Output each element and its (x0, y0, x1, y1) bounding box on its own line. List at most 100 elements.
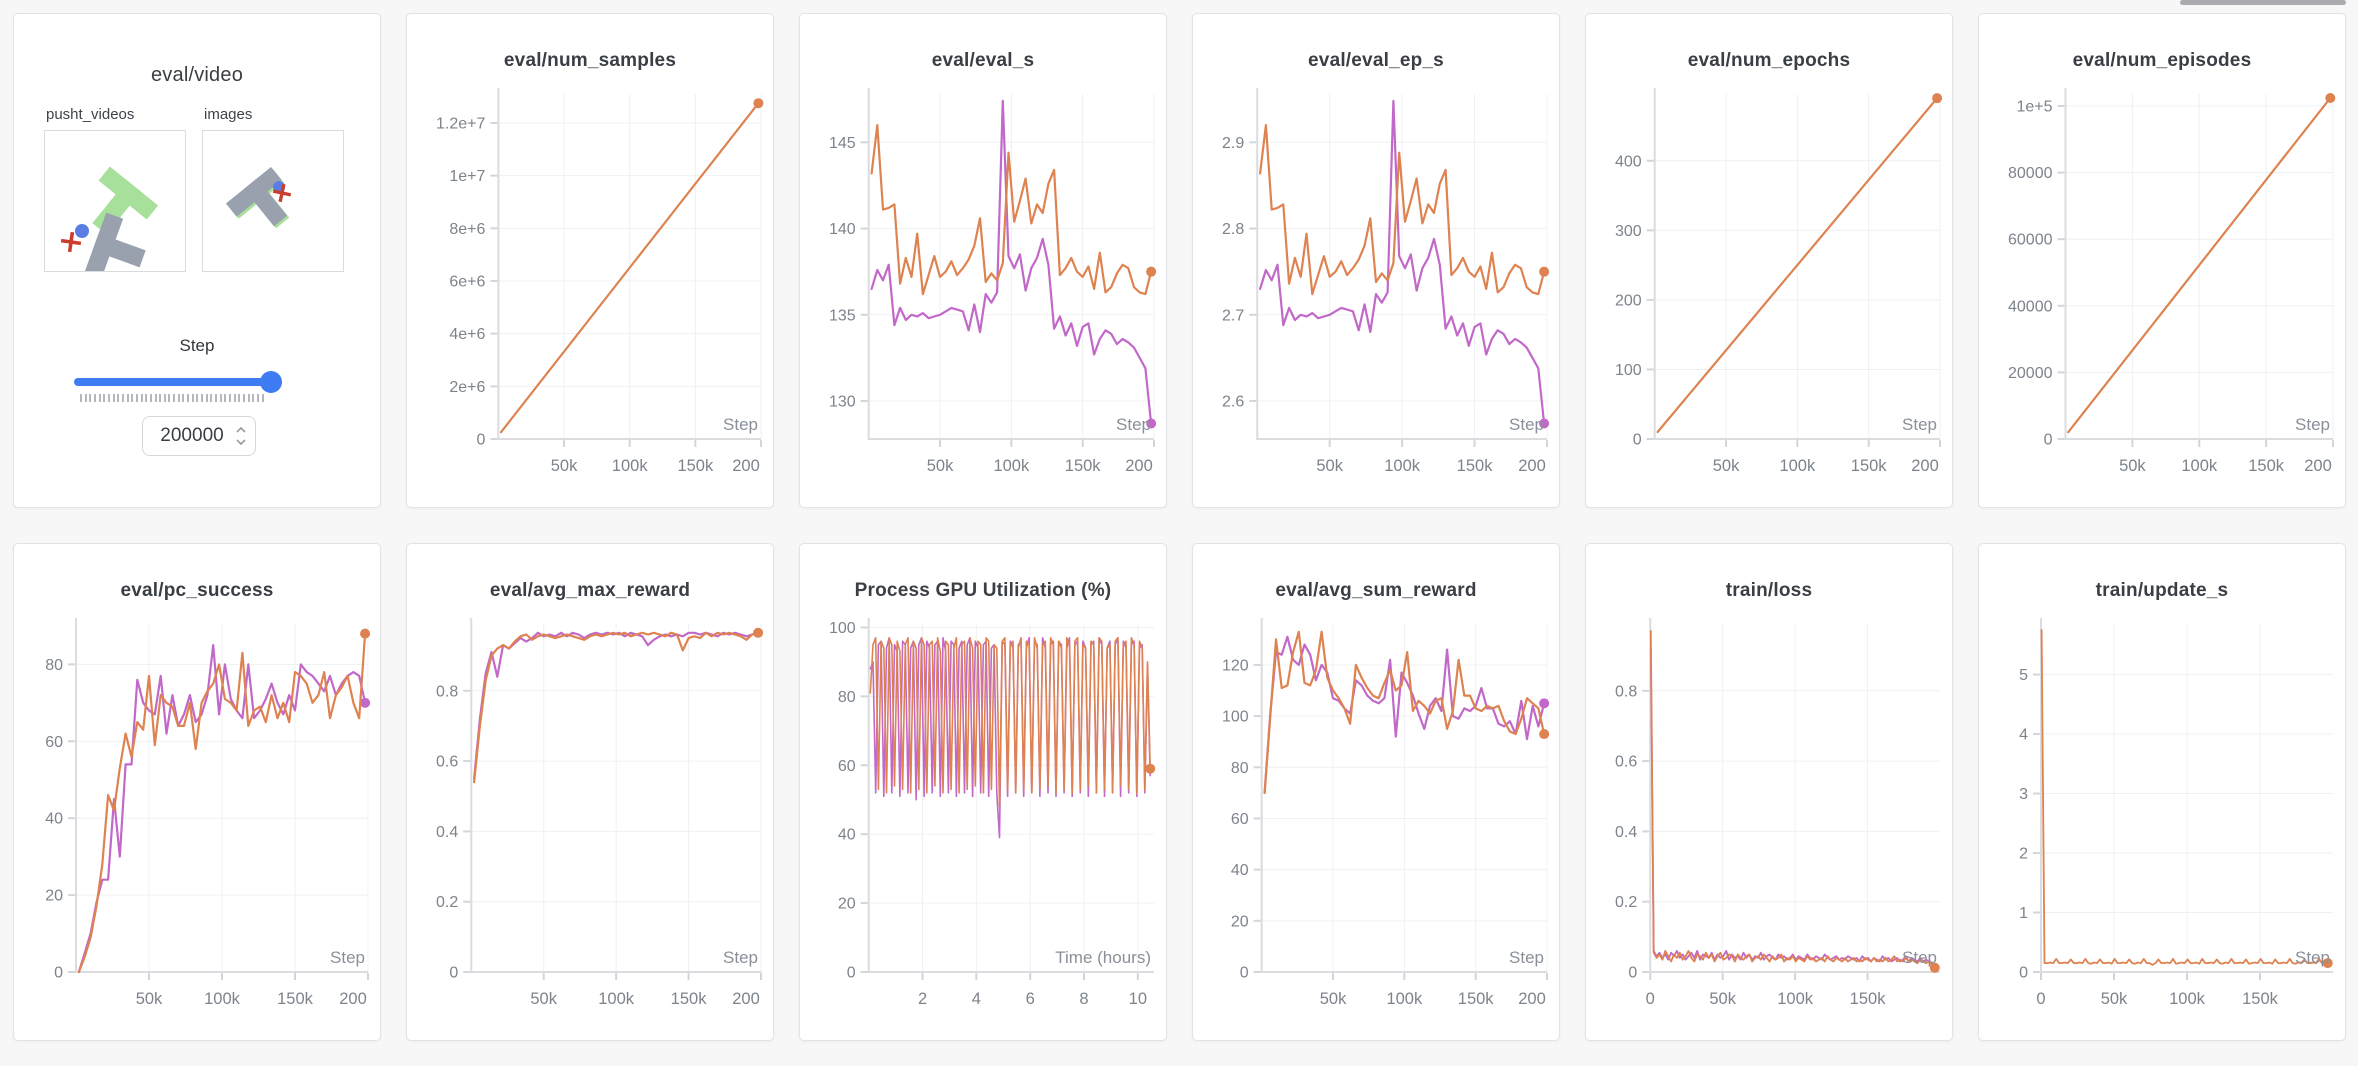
svg-text:100: 100 (1222, 709, 1249, 726)
chart-plot[interactable]: 50k 100k 150k 200 0 0.2 0.4 0.6 0.8 Step (407, 544, 773, 1040)
svg-text:2: 2 (2019, 846, 2028, 863)
svg-text:0: 0 (847, 965, 856, 982)
chart-title: eval/num_epochs (1687, 50, 1851, 71)
svg-text:40: 40 (1231, 862, 1249, 879)
svg-text:50k: 50k (1316, 457, 1343, 475)
svg-text:6: 6 (1026, 990, 1035, 1008)
svg-text:2.9: 2.9 (1222, 135, 1244, 152)
panel-eval-avg-max-reward: eval/avg_max_reward 50k 100k 150k 200 0 0.2 0.… (406, 543, 774, 1041)
svg-text:200: 200 (2304, 457, 2332, 475)
chart-plot[interactable]: 50k 100k 150k 200 0 2e+6 4e+6 6e+6 8e+6 1e+7 1.2e+… (407, 14, 773, 507)
chart-plot[interactable]: 50k 100k 150k 200 0 20000 40000 60000 80000 1e+5 S… (1979, 14, 2345, 507)
svg-text:20000: 20000 (2008, 365, 2053, 382)
svg-text:400: 400 (1615, 153, 1642, 170)
chart-plot[interactable]: 50k 100k 150k 200 0 100 200 300 400 Step (1586, 14, 1952, 507)
panel-grid: eval/video pusht_videos images (13, 13, 2346, 1041)
target-cross (272, 183, 292, 203)
panel-eval-num-samples: eval/num_samples 50k 100k 150k 200 0 2e+6 4e+6… (406, 13, 774, 508)
svg-text:3: 3 (2019, 786, 2028, 803)
svg-text:100k: 100k (2169, 990, 2206, 1008)
images-thumbnail[interactable] (202, 130, 344, 272)
svg-text:200: 200 (1518, 457, 1546, 475)
svg-text:50k: 50k (1320, 990, 1347, 1008)
chart-plot[interactable]: 2 4 6 8 10 0 20 40 60 80 100 Time (hours) (800, 544, 1166, 1040)
chart-title: eval/pc_success (120, 580, 274, 601)
step-slider[interactable] (74, 378, 282, 386)
svg-text:Step: Step (1509, 415, 1544, 434)
svg-text:0.4: 0.4 (436, 824, 458, 841)
svg-text:100k: 100k (1386, 990, 1423, 1008)
chart-title: train/loss (1725, 580, 1813, 601)
svg-text:Step: Step (723, 948, 758, 967)
svg-text:Step: Step (1902, 948, 1937, 967)
svg-text:50k: 50k (551, 457, 578, 475)
panel-gpu-utilization: Process GPU Utilization (%) 2 4 6 8 10 0 20 40 6… (799, 543, 1167, 1041)
svg-text:135: 135 (829, 307, 856, 324)
agent-dot (75, 224, 89, 238)
svg-text:200: 200 (1518, 990, 1546, 1008)
svg-text:0: 0 (54, 965, 63, 982)
svg-text:130: 130 (829, 394, 856, 411)
panel-eval-num-episodes: eval/num_episodes 50k 100k 150k 200 0 20000 40… (1978, 13, 2346, 508)
svg-text:50k: 50k (2119, 457, 2146, 475)
chart-title: train/update_s (2095, 580, 2229, 601)
svg-text:100k: 100k (204, 990, 241, 1008)
stepper-chevrons-icon[interactable] (235, 425, 247, 447)
svg-text:0.2: 0.2 (436, 894, 458, 911)
gray-t-shape (225, 167, 288, 227)
svg-text:Step: Step (330, 948, 365, 967)
svg-text:40: 40 (45, 811, 63, 828)
svg-text:40: 40 (838, 827, 856, 844)
panel-train-loss: train/loss 0 50k 100k 150k 0 0.2 0.4 0.6 0.8 Step (1585, 543, 1953, 1041)
svg-text:0.4: 0.4 (1615, 824, 1637, 841)
chart-title: eval/num_samples (503, 50, 677, 71)
svg-text:150k: 150k (1457, 457, 1494, 475)
svg-text:150k: 150k (2242, 990, 2279, 1008)
svg-text:145: 145 (829, 135, 856, 152)
svg-text:8: 8 (1079, 990, 1088, 1008)
svg-text:Step: Step (723, 415, 758, 434)
step-input[interactable] (142, 416, 256, 456)
chart-plot[interactable]: 50k 100k 150k 200 0 20 40 60 80 Step (14, 544, 380, 1040)
images-label: images (204, 106, 253, 123)
chart-plot[interactable]: 50k 100k 150k 200 0 20 40 60 80 100 120 Step (1193, 544, 1559, 1040)
svg-text:2.8: 2.8 (1222, 221, 1244, 238)
chart-plot[interactable]: 0 50k 100k 150k 0 1 2 3 4 5 Step (1979, 544, 2345, 1040)
svg-text:150k: 150k (1850, 990, 1887, 1008)
svg-text:0: 0 (1628, 965, 1637, 982)
svg-text:1: 1 (2019, 905, 2028, 922)
chart-plot[interactable]: 50k 100k 150k 200 130 135 140 145 Step (800, 14, 1166, 507)
svg-text:1e+5: 1e+5 (2016, 98, 2052, 115)
pusht-video-frame (60, 166, 159, 278)
svg-text:200: 200 (732, 457, 760, 475)
svg-text:60: 60 (45, 734, 63, 751)
svg-text:0.8: 0.8 (436, 683, 458, 700)
step-slider-label: Step (179, 336, 215, 355)
svg-text:100k: 100k (1384, 457, 1421, 475)
chart-plot[interactable]: 50k 100k 150k 200 2.6 2.7 2.8 2.9 Step (1193, 14, 1559, 507)
svg-text:20: 20 (838, 896, 856, 913)
step-slider-thumb[interactable] (260, 371, 282, 393)
svg-text:50k: 50k (2101, 990, 2128, 1008)
svg-text:4e+6: 4e+6 (449, 326, 485, 343)
chart-title: eval/avg_sum_reward (1275, 580, 1477, 601)
svg-text:50k: 50k (136, 990, 163, 1008)
svg-text:100: 100 (829, 620, 856, 637)
svg-text:0.6: 0.6 (1615, 754, 1637, 771)
svg-text:Step: Step (1509, 948, 1544, 967)
svg-text:150k: 150k (2248, 457, 2285, 475)
chart-plot[interactable]: 0 50k 100k 150k 0 0.2 0.4 0.6 0.8 Step (1586, 544, 1952, 1040)
svg-text:5: 5 (2019, 667, 2028, 684)
svg-text:0.6: 0.6 (436, 754, 458, 771)
panel-eval-eval-ep-s: eval/eval_ep_s 50k 100k 150k 200 2.6 2.7 2.8 2.… (1192, 13, 1560, 508)
svg-text:Time (hours): Time (hours) (1055, 948, 1151, 967)
panel-eval-num-epochs: eval/num_epochs 50k 100k 150k 200 0 100 200 300… (1585, 13, 1953, 508)
videos-label: pusht_videos (46, 106, 135, 123)
svg-text:0: 0 (476, 432, 485, 449)
scrollbar-thumb[interactable] (2180, 0, 2346, 5)
svg-text:0: 0 (1633, 432, 1642, 449)
slider-ruler (80, 394, 264, 402)
panel-eval-avg-sum-reward: eval/avg_sum_reward 50k 100k 150k 200 0 20 40 6… (1192, 543, 1560, 1041)
svg-text:50k: 50k (1709, 990, 1736, 1008)
pusht-video-thumbnail[interactable] (44, 130, 186, 278)
